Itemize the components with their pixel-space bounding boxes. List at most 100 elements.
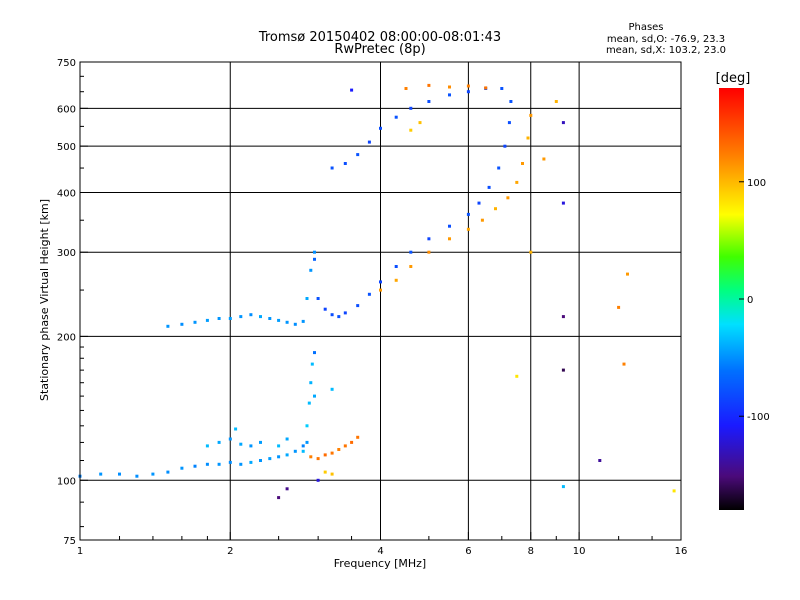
chart-subtitle: RwPretec (8p) — [334, 42, 425, 57]
data-point — [259, 459, 262, 462]
data-point — [448, 224, 451, 228]
data-point — [561, 368, 565, 372]
data-point — [285, 487, 289, 491]
data-point — [626, 272, 629, 276]
data-point — [313, 257, 316, 261]
data-point — [313, 394, 316, 398]
data-point — [268, 317, 272, 320]
data-point — [542, 157, 546, 161]
data-point — [561, 485, 565, 489]
data-point — [205, 318, 209, 322]
data-point — [135, 474, 139, 478]
data-point — [337, 315, 341, 319]
data-point — [307, 401, 311, 405]
data-point — [249, 460, 253, 464]
data-point — [507, 121, 511, 125]
data-point — [427, 250, 431, 254]
data-point — [285, 437, 289, 441]
data-point — [394, 265, 398, 268]
data-point — [617, 305, 621, 309]
phases-x-stats: mean, sd,X: 103.2, 23.0 — [606, 45, 726, 56]
data-point — [330, 451, 334, 455]
axes: 1 2 4 6 8 10 16 75 100 200 300 400 500 600 750 — [57, 58, 687, 557]
data-point — [500, 87, 504, 90]
x-tick-label: 2 — [227, 546, 233, 557]
x-tick-label: 1 — [77, 546, 83, 557]
x-tick-label: 6 — [465, 546, 471, 557]
data-point — [293, 322, 297, 326]
data-point — [259, 315, 262, 319]
data-point — [205, 444, 209, 448]
data-point — [367, 140, 371, 144]
data-point — [480, 218, 484, 222]
data-point — [515, 180, 519, 184]
data-point — [301, 319, 305, 323]
data-point — [561, 201, 565, 205]
colorbar-tick-label: 0 — [747, 295, 753, 306]
data-point — [394, 278, 398, 282]
x-tick-label: 16 — [675, 546, 688, 557]
data-point — [672, 489, 676, 493]
data-point — [305, 297, 309, 300]
data-point — [259, 440, 262, 444]
data-point — [466, 90, 470, 94]
data-point — [418, 121, 422, 125]
x-tick-label: 4 — [377, 546, 383, 557]
data-point — [316, 297, 320, 300]
data-point — [409, 265, 413, 268]
data-point — [228, 437, 232, 441]
data-point — [356, 153, 360, 157]
data-point — [323, 470, 327, 474]
data-point — [330, 166, 334, 170]
data-point — [323, 453, 327, 457]
y-axis-label: Stationary phase Virtual Height [km] — [38, 199, 51, 401]
data-point — [487, 185, 491, 189]
data-point — [180, 322, 184, 326]
data-point — [305, 440, 309, 444]
data-point — [466, 227, 470, 231]
data-point — [310, 362, 314, 366]
data-point — [427, 83, 431, 87]
data-point — [521, 162, 524, 165]
y-tick-label: 300 — [57, 248, 76, 259]
data-point — [180, 466, 184, 470]
y-tick-label: 100 — [57, 476, 76, 487]
data-point — [99, 472, 103, 476]
data-point — [193, 464, 197, 468]
data-point — [301, 444, 305, 448]
data-point — [409, 250, 413, 254]
data-point — [622, 362, 626, 366]
data-point — [285, 453, 289, 457]
phases-title: Phases — [628, 22, 663, 33]
colorbar-ticks: -100 0 100 — [739, 178, 770, 423]
data-point — [561, 121, 565, 125]
data-point — [151, 472, 155, 476]
data-point — [554, 100, 558, 103]
y-tick-label: 600 — [57, 104, 76, 115]
colorbar-tick-label: -100 — [747, 412, 770, 423]
data-point — [217, 440, 221, 444]
data-point — [268, 457, 272, 461]
data-point — [277, 455, 281, 459]
data-point — [309, 381, 313, 385]
data-point — [323, 307, 327, 311]
data-point — [526, 136, 530, 140]
data-point — [466, 84, 470, 88]
data-point — [217, 462, 221, 466]
data-point — [379, 126, 382, 130]
data-point — [497, 166, 501, 170]
data-point — [356, 304, 360, 308]
y-tick-label: 75 — [63, 536, 76, 547]
data-point — [427, 100, 431, 103]
data-point — [193, 320, 197, 324]
data-point — [118, 472, 121, 476]
data-point — [249, 444, 253, 448]
data-point — [239, 462, 243, 466]
data-point — [293, 449, 297, 453]
chart-titles: Tromsø 20150402 08:00:00-08:01:43 RwPret… — [258, 30, 501, 57]
data-point — [330, 472, 334, 476]
data-point — [337, 448, 341, 451]
data-point — [330, 387, 334, 391]
data-point — [277, 444, 281, 448]
data-point — [234, 427, 238, 431]
